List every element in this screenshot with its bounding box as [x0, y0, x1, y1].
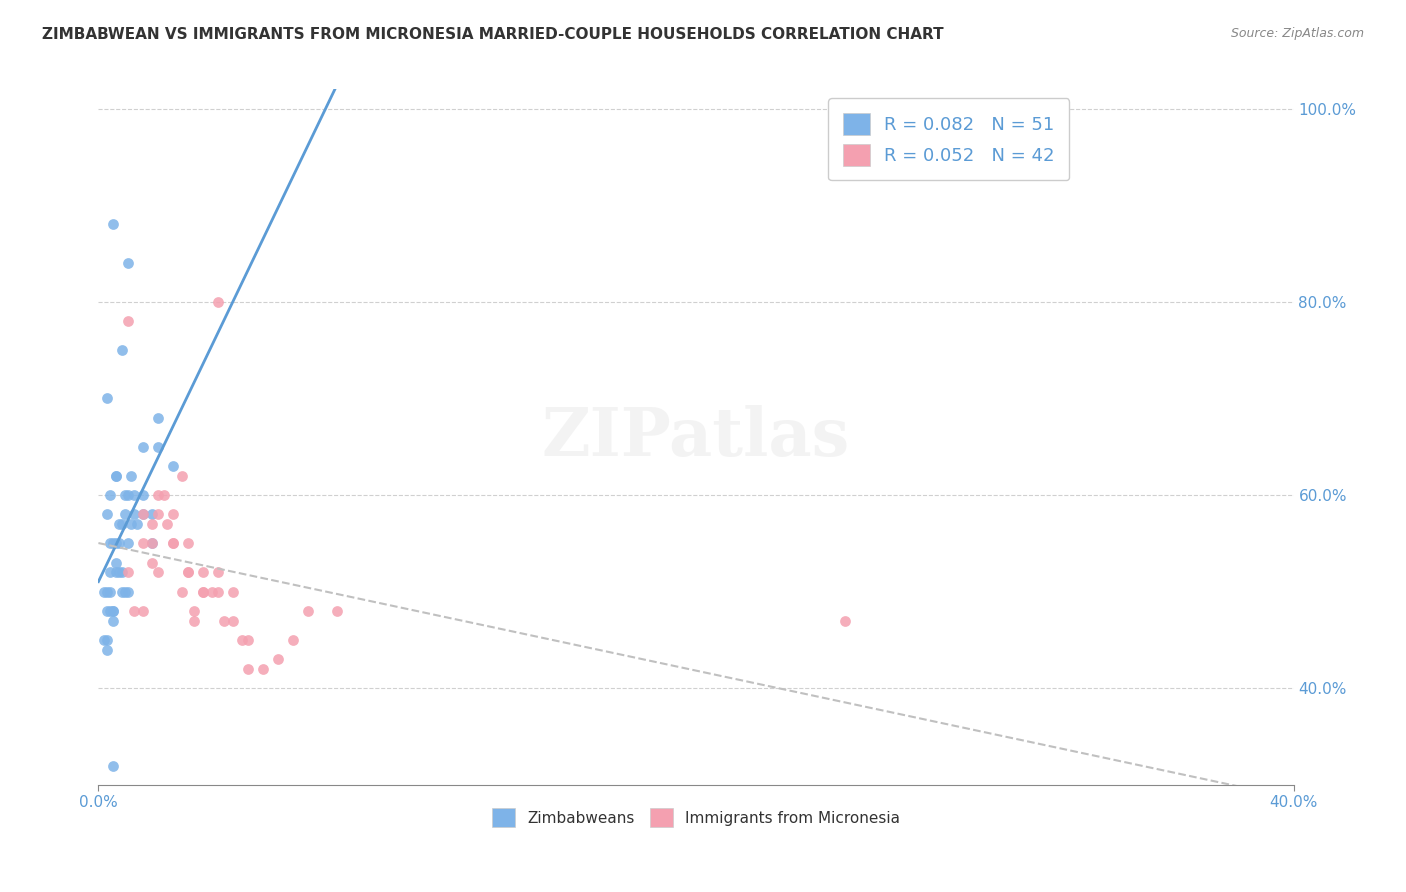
Point: [105, 566, 128, 580]
Point: [183, 604, 205, 618]
Point: [105, 536, 128, 550]
Point: [231, 633, 253, 648]
Point: [117, 488, 139, 502]
Point: [141, 556, 163, 570]
Point: [132, 536, 155, 550]
Point: [98, 488, 122, 502]
Point: [98, 584, 122, 599]
Point: [103, 604, 125, 618]
Legend: Zimbabweans, Immigrants from Micronesia: Zimbabweans, Immigrants from Micronesia: [486, 802, 905, 833]
Point: [117, 536, 139, 550]
Text: Source: ZipAtlas.com: Source: ZipAtlas.com: [1230, 27, 1364, 40]
Point: [96, 392, 118, 406]
Point: [297, 604, 319, 618]
Point: [98, 536, 122, 550]
Point: [117, 256, 139, 270]
Point: [114, 584, 136, 599]
Point: [103, 758, 125, 772]
Point: [93, 584, 115, 599]
Point: [207, 566, 229, 580]
Point: [132, 604, 155, 618]
Point: [111, 343, 134, 358]
Point: [834, 614, 856, 628]
Point: [108, 566, 131, 580]
Point: [267, 652, 290, 666]
Point: [124, 508, 146, 522]
Point: [103, 604, 125, 618]
Point: [191, 584, 214, 599]
Point: [172, 584, 194, 599]
Point: [124, 604, 146, 618]
Text: ZIMBABWEAN VS IMMIGRANTS FROM MICRONESIA MARRIED-COUPLE HOUSEHOLDS CORRELATION C: ZIMBABWEAN VS IMMIGRANTS FROM MICRONESIA…: [42, 27, 943, 42]
Point: [120, 516, 142, 531]
Point: [148, 440, 170, 454]
Point: [120, 468, 142, 483]
Point: [96, 642, 118, 657]
Point: [132, 440, 155, 454]
Point: [207, 584, 229, 599]
Point: [177, 566, 200, 580]
Point: [117, 314, 139, 328]
Point: [93, 633, 115, 648]
Point: [191, 584, 214, 599]
Point: [222, 614, 245, 628]
Point: [98, 566, 122, 580]
Point: [148, 410, 170, 425]
Point: [148, 508, 170, 522]
Point: [117, 584, 139, 599]
Point: [172, 468, 194, 483]
Point: [96, 633, 118, 648]
Point: [103, 536, 125, 550]
Point: [114, 508, 136, 522]
Point: [222, 584, 245, 599]
Point: [207, 294, 229, 309]
Point: [177, 566, 200, 580]
Point: [111, 516, 134, 531]
Point: [127, 516, 149, 531]
Point: [132, 488, 155, 502]
Point: [162, 508, 184, 522]
Point: [191, 566, 214, 580]
Point: [141, 516, 163, 531]
Point: [236, 662, 259, 676]
Point: [103, 218, 125, 232]
Point: [153, 488, 176, 502]
Point: [201, 584, 224, 599]
Point: [183, 614, 205, 628]
Point: [141, 536, 163, 550]
Point: [103, 614, 125, 628]
Point: [96, 584, 118, 599]
Point: [326, 604, 349, 618]
Point: [132, 508, 155, 522]
Point: [252, 662, 274, 676]
Point: [111, 566, 134, 580]
Point: [281, 633, 304, 648]
Point: [132, 508, 155, 522]
Point: [177, 536, 200, 550]
Point: [98, 604, 122, 618]
Point: [148, 566, 170, 580]
Point: [111, 584, 134, 599]
Point: [105, 468, 128, 483]
Point: [212, 614, 235, 628]
Point: [108, 516, 131, 531]
Point: [96, 604, 118, 618]
Point: [117, 566, 139, 580]
Point: [236, 633, 259, 648]
Text: ZIPatlas: ZIPatlas: [541, 405, 851, 469]
Point: [141, 508, 163, 522]
Point: [162, 536, 184, 550]
Point: [162, 536, 184, 550]
Point: [141, 536, 163, 550]
Point: [105, 468, 128, 483]
Point: [124, 488, 146, 502]
Point: [108, 536, 131, 550]
Point: [162, 458, 184, 473]
Point: [105, 556, 128, 570]
Point: [148, 488, 170, 502]
Point: [96, 508, 118, 522]
Point: [156, 516, 179, 531]
Point: [114, 488, 136, 502]
